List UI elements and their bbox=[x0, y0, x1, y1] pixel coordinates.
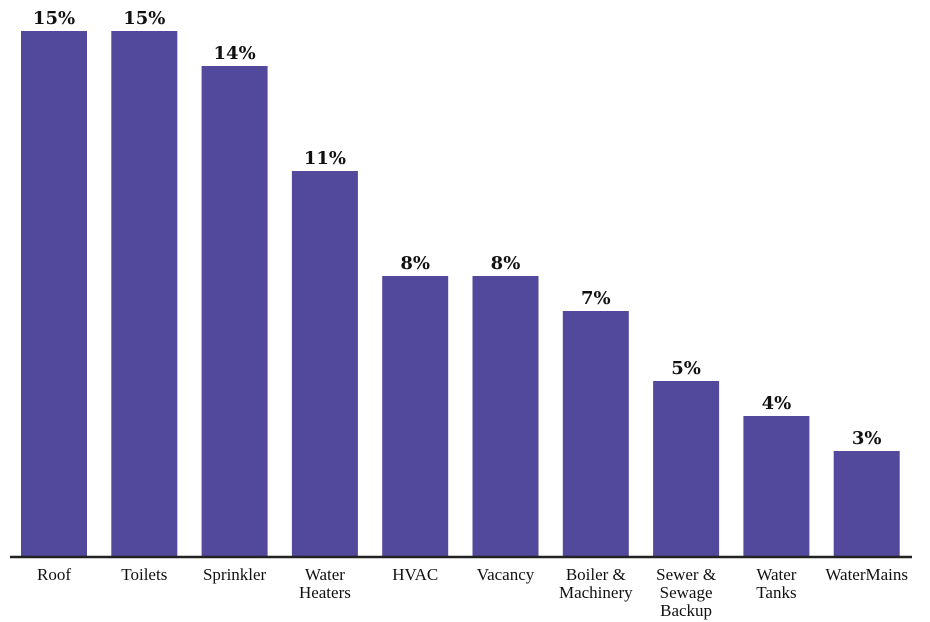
data-label: 5% bbox=[671, 358, 701, 379]
category-label-line: HVAC bbox=[392, 565, 438, 584]
bar bbox=[743, 416, 810, 556]
bar bbox=[653, 381, 720, 556]
value-labels-group: 15% 15% 14% 11% 8% 8% 7% 5% 4% 3% bbox=[33, 8, 882, 449]
category-label: Boiler & Machinery bbox=[559, 565, 633, 602]
data-label: 7% bbox=[581, 288, 611, 309]
bar bbox=[472, 276, 539, 556]
category-label-line: Sprinkler bbox=[203, 565, 267, 584]
category-label-line: Water bbox=[756, 565, 796, 584]
bar bbox=[291, 171, 358, 556]
data-label: 3% bbox=[852, 428, 882, 449]
category-label: Water Heaters bbox=[299, 565, 351, 602]
category-label-line: Heaters bbox=[299, 583, 351, 602]
category-label-line: Water bbox=[305, 565, 345, 584]
bars-group bbox=[21, 31, 900, 556]
category-label-line: Vacancy bbox=[477, 565, 535, 584]
category-label-line: Toilets bbox=[121, 565, 167, 584]
category-label-line: Sewage bbox=[660, 583, 713, 602]
bar bbox=[833, 451, 900, 556]
category-label-line: WaterMains bbox=[825, 565, 908, 584]
category-label: WaterMains bbox=[825, 565, 908, 584]
category-label-line: Tanks bbox=[756, 583, 796, 602]
data-label: 15% bbox=[123, 8, 165, 29]
bar bbox=[382, 276, 449, 556]
bar bbox=[21, 31, 87, 556]
category-label-line: Boiler & bbox=[566, 565, 626, 584]
category-label: HVAC bbox=[392, 565, 438, 584]
category-label: Toilets bbox=[121, 565, 167, 584]
bar bbox=[111, 31, 178, 556]
category-label: Vacancy bbox=[477, 565, 535, 584]
category-label: Sewer & Sewage Backup bbox=[656, 565, 716, 620]
data-label: 11% bbox=[304, 148, 346, 169]
category-label: Water Tanks bbox=[756, 565, 797, 602]
category-label-line: Sewer & bbox=[656, 565, 716, 584]
data-label: 14% bbox=[214, 43, 256, 64]
category-label-line: Roof bbox=[37, 565, 71, 584]
category-label-line: Backup bbox=[660, 601, 712, 620]
category-label-line: Machinery bbox=[559, 583, 633, 602]
category-label: Sprinkler bbox=[203, 565, 267, 584]
bar bbox=[201, 66, 268, 556]
category-label: Roof bbox=[37, 565, 71, 584]
data-label: 15% bbox=[33, 8, 75, 29]
bar bbox=[562, 311, 629, 556]
data-label: 4% bbox=[762, 393, 792, 414]
data-label: 8% bbox=[491, 253, 521, 274]
data-label: 8% bbox=[400, 253, 430, 274]
